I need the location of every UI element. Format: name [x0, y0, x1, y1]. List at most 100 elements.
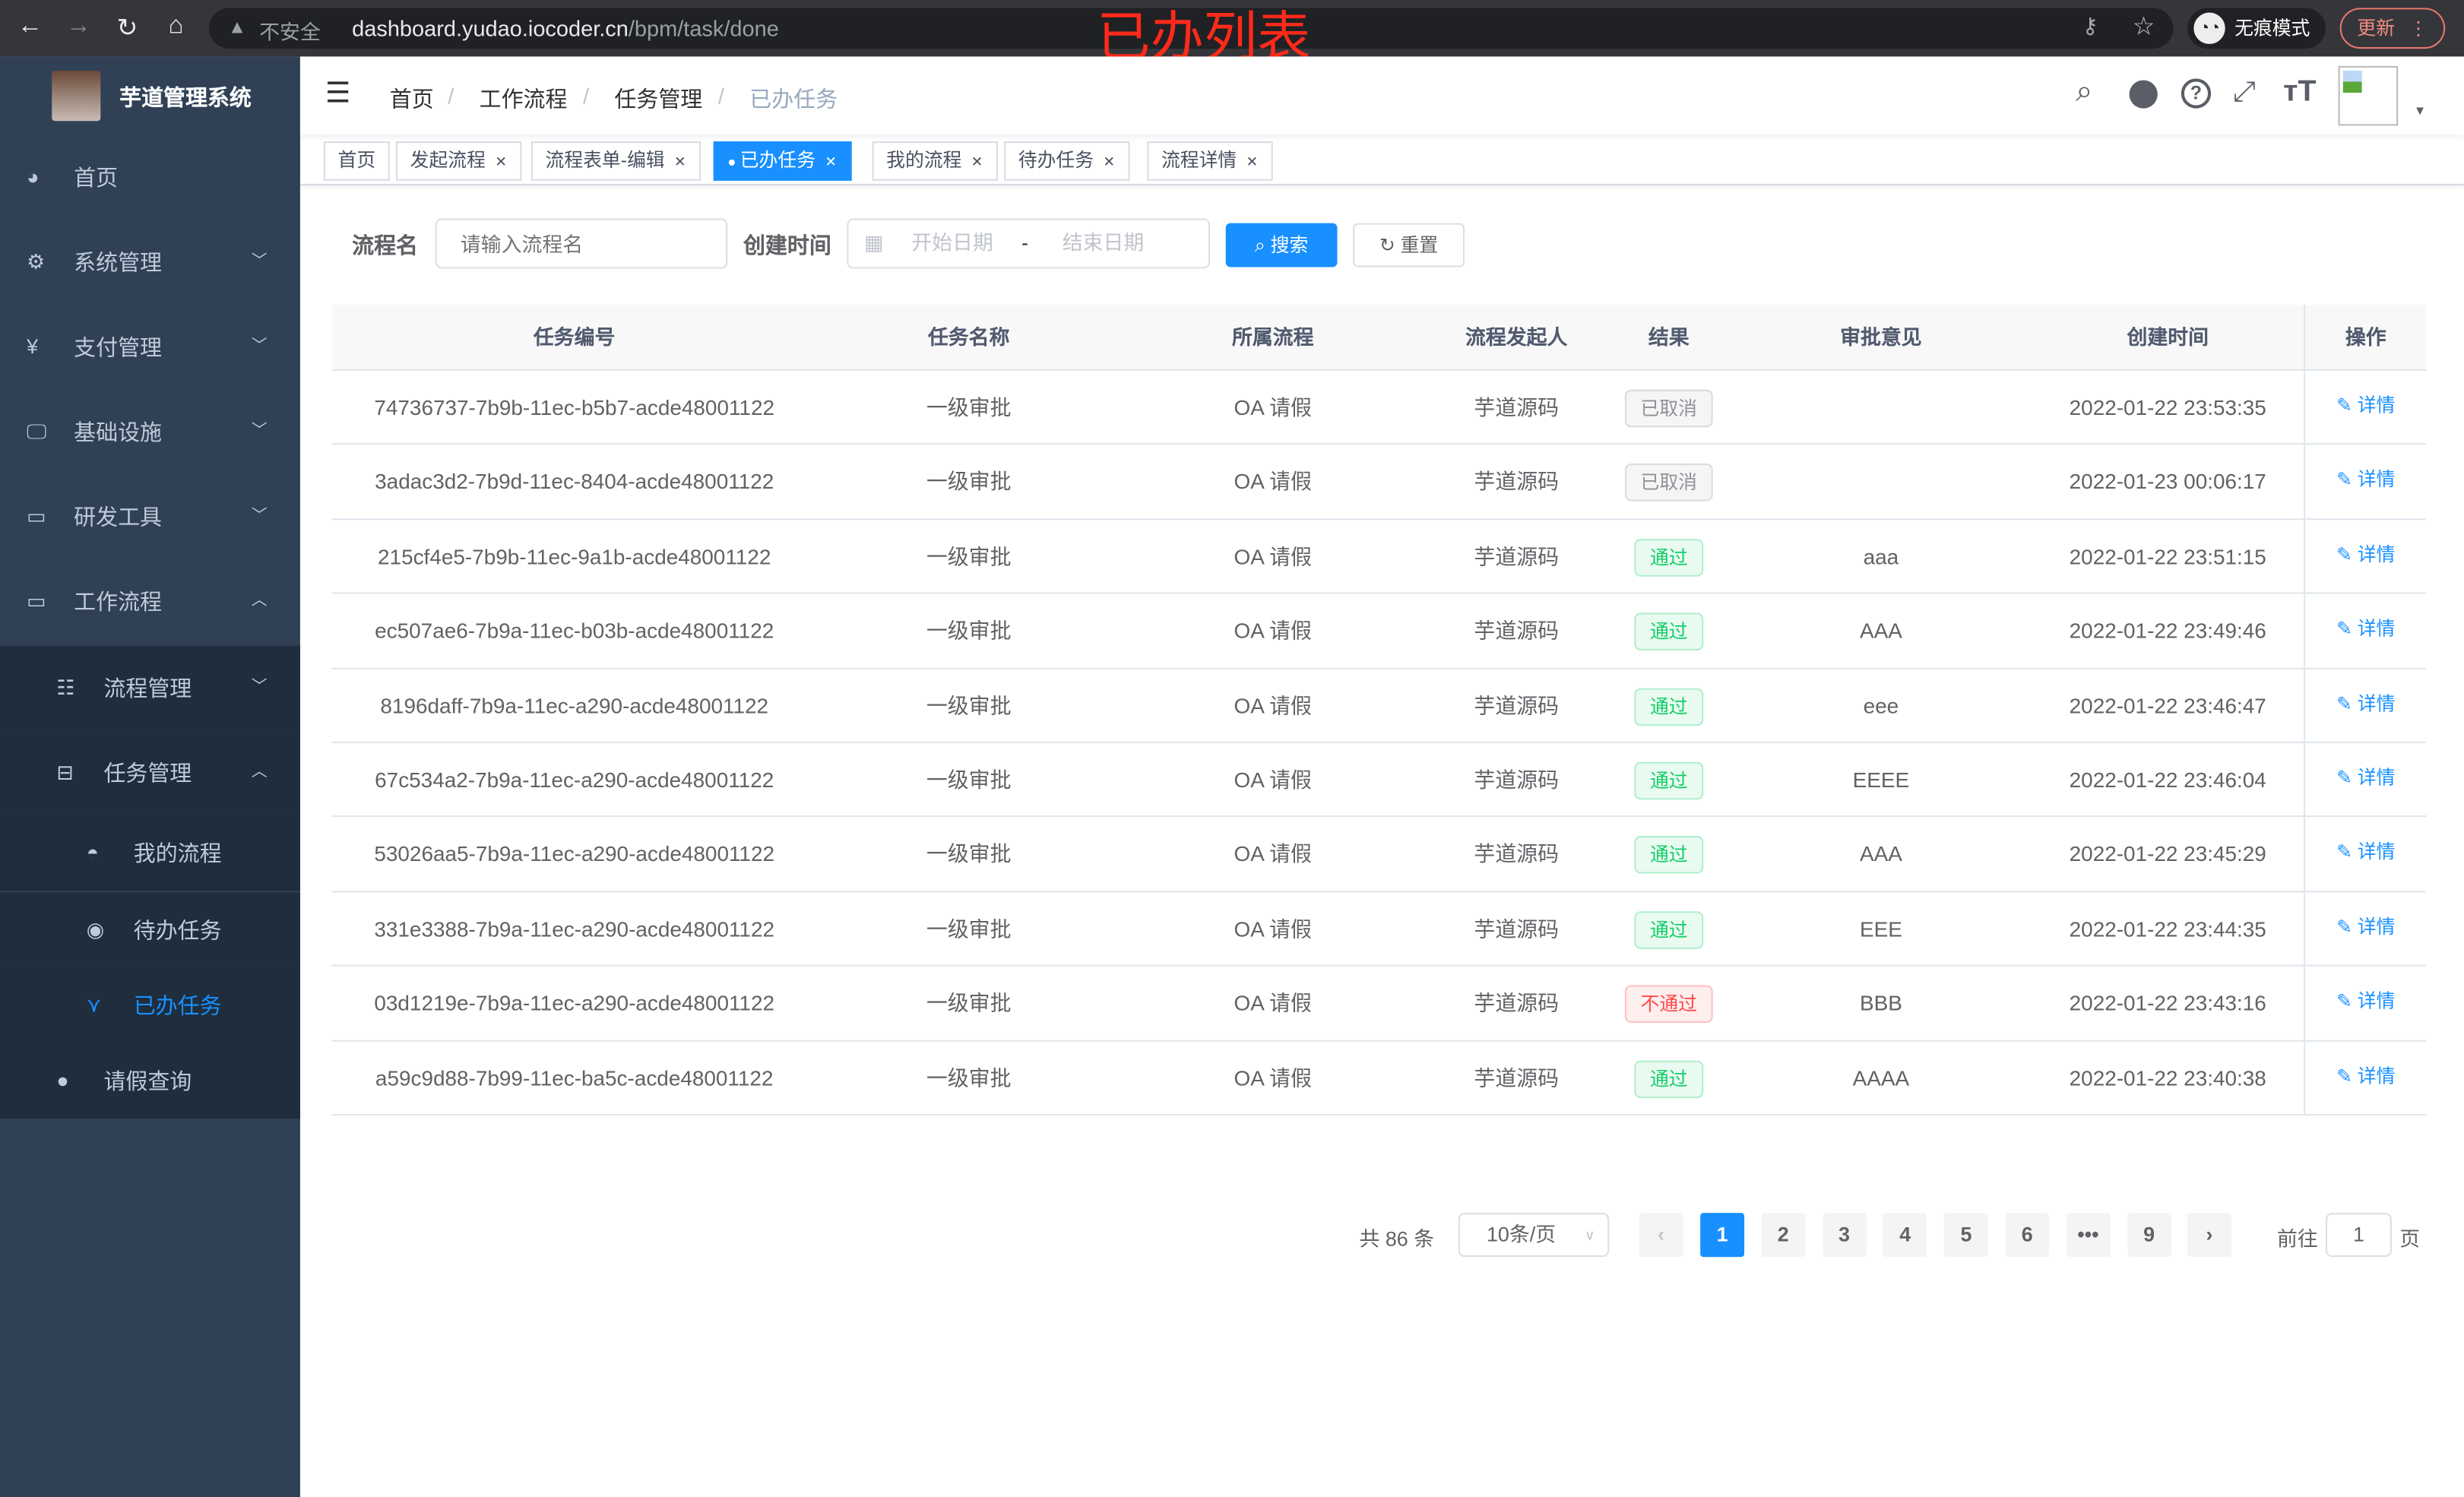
detail-button[interactable]: ✎ 详情 — [2304, 445, 2426, 520]
breadcrumb-separator: / — [583, 83, 590, 109]
search-icon[interactable]: ⌕ — [2076, 75, 2093, 109]
breadcrumb-item[interactable]: 首页 — [389, 86, 434, 112]
fullscreen-icon[interactable]: ⤢ — [2233, 75, 2256, 107]
breadcrumb-item: 已办任务 — [749, 86, 838, 112]
url-path: /bpm/task/done — [628, 15, 779, 41]
tag[interactable]: 流程表单-编辑 ✕ — [530, 141, 701, 181]
sidebar-item[interactable]: ◓ 我的流程 — [0, 815, 300, 891]
sidebar-item[interactable]: ⚙ 系统管理 ﹀ — [0, 220, 300, 305]
tag[interactable]: ● 已办任务 ✕ — [713, 141, 851, 181]
sidebar-item[interactable]: ◕ 首页 — [0, 135, 300, 220]
cell-text: 2022-01-22 23:46:04 — [2069, 768, 2266, 793]
monitor-icon: 🖵 — [27, 419, 47, 444]
detail-label: 详情 — [2357, 543, 2396, 565]
hamburger-icon[interactable]: ☰ — [325, 77, 351, 109]
update-button[interactable]: 更新 ⋮ — [2339, 8, 2446, 49]
sidebar-item[interactable]: ◉ 待办任务 — [0, 891, 300, 967]
prev-page-button[interactable]: ‹ — [1639, 1213, 1683, 1258]
key-icon[interactable]: ⚷ — [2082, 12, 2098, 38]
cell-text: 一级审批 — [926, 1066, 1012, 1090]
tag[interactable]: 发起流程 ✕ — [396, 141, 521, 181]
close-icon[interactable]: ✕ — [495, 153, 507, 170]
caret-down-icon[interactable]: ▼ — [2413, 103, 2427, 119]
page-button[interactable]: 5 — [1944, 1213, 1988, 1258]
initiator-cell: 芋道源码 — [1425, 669, 1607, 742]
sidebar-item[interactable]: ▭ 研发工具 ﹀ — [0, 474, 300, 559]
toolbox-icon: ▭ — [27, 589, 46, 613]
process-name-cell: OA 请假 — [1120, 743, 1425, 817]
breadcrumb-item[interactable]: 工作流程 — [479, 86, 568, 112]
detail-button[interactable]: ✎ 详情 — [2304, 668, 2426, 743]
edit-icon: ✎ — [2336, 840, 2358, 863]
detail-button[interactable]: ✎ 详情 — [2304, 1040, 2426, 1116]
column-header: 审批意见 — [1730, 305, 2032, 371]
cell-text: 芋道源码 — [1474, 843, 1560, 867]
font-size-icon[interactable]: тT — [2283, 75, 2317, 109]
github-icon[interactable] — [2129, 80, 2158, 109]
page-button[interactable]: 3 — [1822, 1213, 1867, 1258]
date-range-picker[interactable]: ▦ 开始日期 - 结束日期 — [847, 218, 1211, 269]
sidebar-item[interactable]: ⊟ 任务管理 ︿ — [0, 730, 300, 816]
home-icon[interactable]: ⌂ — [168, 12, 184, 40]
create-time-cell: 2022-01-22 23:45:29 — [2032, 818, 2304, 891]
detail-label: 详情 — [2357, 1064, 2396, 1087]
close-icon[interactable]: ✕ — [825, 153, 837, 170]
detail-button[interactable]: ✎ 详情 — [2304, 966, 2426, 1041]
star-icon[interactable]: ☆ — [2132, 14, 2155, 41]
start-date[interactable]: 开始日期 — [911, 230, 993, 255]
page-button[interactable]: 1 — [1700, 1213, 1745, 1258]
eye-icon: ◉ — [86, 916, 105, 941]
tag[interactable]: 待办任务 ✕ — [1004, 141, 1129, 181]
close-icon[interactable]: ✕ — [1246, 153, 1259, 170]
close-icon[interactable]: ✕ — [1103, 153, 1116, 170]
reload-icon[interactable]: ↻ — [116, 15, 138, 43]
page-button[interactable]: 6 — [2005, 1213, 2050, 1258]
sidebar-item[interactable]: 🖵 基础设施 ﹀ — [0, 390, 300, 475]
incognito-badge[interactable]: ◔◔ 无痕模式 — [2187, 8, 2326, 49]
result-cell: 已取消 — [1607, 445, 1730, 519]
sidebar-item[interactable]: ☷ 流程管理 ﹀ — [0, 645, 300, 731]
search-button[interactable]: ⌕ 搜索 — [1225, 223, 1338, 267]
address-bar[interactable]: ▲ 不安全 dashboard.yudao.iocoder.cn/bpm/tas… — [208, 8, 2174, 49]
edit-icon: ✎ — [2336, 394, 2358, 416]
close-icon[interactable]: ✕ — [674, 153, 686, 170]
sidebar-item[interactable]: ▭ 工作流程 ︿ — [0, 559, 300, 644]
breadcrumb-item[interactable]: 任务管理 — [614, 86, 703, 112]
edit-icon: ✎ — [2336, 1064, 2358, 1087]
avatar[interactable] — [2338, 65, 2399, 126]
page-button[interactable]: 4 — [1883, 1213, 1927, 1258]
more-pages-button[interactable]: ••• — [2066, 1213, 2111, 1258]
next-page-button[interactable]: › — [2187, 1213, 2231, 1258]
process-name-input[interactable] — [435, 218, 728, 269]
detail-button[interactable]: ✎ 详情 — [2304, 593, 2426, 669]
back-icon[interactable]: ← — [17, 12, 43, 40]
cell-text: OA 请假 — [1234, 1066, 1312, 1090]
page-button[interactable]: 2 — [1761, 1213, 1806, 1258]
sidebar-item[interactable]: ¥ 支付管理 ﹀ — [0, 305, 300, 390]
sidebar-item[interactable]: ● 请假查询 — [0, 1043, 300, 1119]
tag[interactable]: 我的流程 ✕ — [872, 141, 998, 181]
create-time-cell: 2022-01-22 23:44:35 — [2032, 892, 2304, 966]
sidebar-item[interactable]: ⋎ 已办任务 — [0, 967, 300, 1043]
goto-page-input[interactable] — [2326, 1213, 2392, 1258]
detail-button[interactable]: ✎ 详情 — [2304, 817, 2426, 892]
page-button[interactable]: 9 — [2127, 1213, 2171, 1258]
tag[interactable]: 首页 — [323, 141, 390, 181]
help-icon[interactable]: ? — [2181, 78, 2212, 109]
create-time-cell: 2022-01-22 23:40:38 — [2032, 1041, 2304, 1115]
cell-text: AAAA — [1852, 1066, 1910, 1090]
forward-icon[interactable]: → — [65, 12, 91, 40]
close-icon[interactable]: ✕ — [971, 153, 983, 170]
status-badge: 已取消 — [1624, 464, 1713, 502]
detail-button[interactable]: ✎ 详情 — [2304, 891, 2426, 967]
cell-text: OA 请假 — [1234, 992, 1312, 1016]
detail-button[interactable]: ✎ 详情 — [2304, 742, 2426, 818]
tag[interactable]: 流程详情 ✕ — [1147, 141, 1272, 181]
detail-button[interactable]: ✎ 详情 — [2304, 370, 2426, 445]
end-date[interactable]: 结束日期 — [1062, 230, 1145, 255]
page-size-select[interactable]: 10条/页 ∨ — [1458, 1213, 1610, 1258]
reset-button[interactable]: ↻ 重置 — [1353, 223, 1465, 267]
cell-text: 一级审批 — [926, 768, 1012, 793]
cell-text: 芋道源码 — [1474, 619, 1560, 644]
detail-button[interactable]: ✎ 详情 — [2304, 519, 2426, 594]
